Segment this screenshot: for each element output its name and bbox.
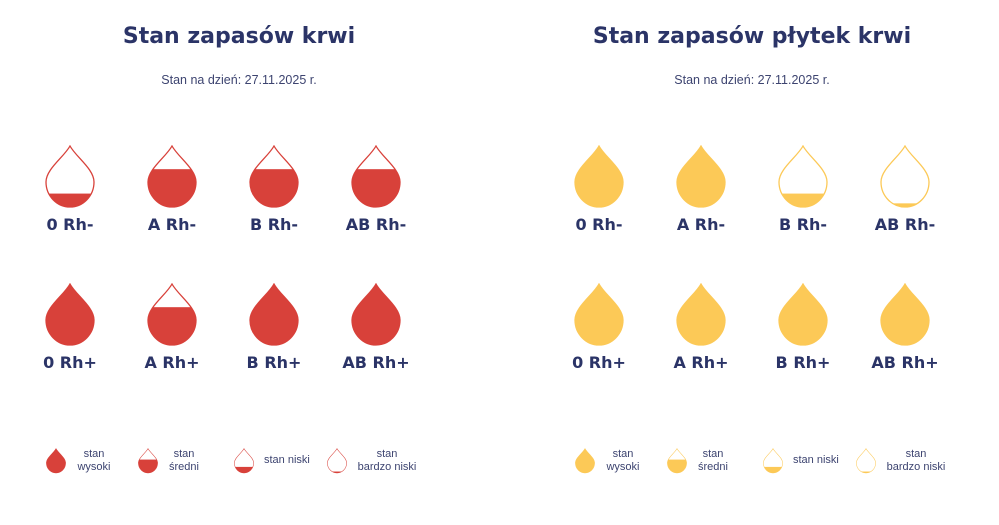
drop-icon xyxy=(855,283,955,347)
legend-line1: stan niski xyxy=(264,454,310,466)
legend-line1: stan xyxy=(702,448,724,460)
platelet-group-0-rh-neg: 0 Rh- xyxy=(549,145,649,234)
drop-icon xyxy=(224,283,324,347)
drop-icon xyxy=(20,283,120,347)
drop-icon xyxy=(20,145,120,209)
legend-line2: średni xyxy=(169,461,199,473)
platelet-group-a-rh-pos: A Rh+ xyxy=(651,283,751,372)
group-label: A Rh+ xyxy=(144,353,200,372)
rh-positive-row: 0 Rh+ A Rh+ B Rh+ AB Rh+ xyxy=(4,283,474,403)
stock-date: Stan na dzień: 27.11.2025 r. xyxy=(674,73,830,87)
blood-group-b-rh-neg: B Rh- xyxy=(224,145,324,234)
group-label: B Rh- xyxy=(778,215,828,234)
group-label: 0 Rh+ xyxy=(572,353,626,372)
legend-line2: wysoki xyxy=(77,461,111,473)
platelet-group-0-rh-pos: 0 Rh+ xyxy=(549,283,649,372)
drop-icon xyxy=(753,283,853,347)
legend-line1: stan xyxy=(905,448,927,460)
blood-group-0-rh-neg: 0 Rh- xyxy=(20,145,120,234)
group-label: B Rh+ xyxy=(246,353,302,372)
legend-line1: stan niski xyxy=(793,454,839,466)
drop-icon xyxy=(651,145,751,209)
group-label: B Rh- xyxy=(249,215,299,234)
group-label: A Rh- xyxy=(147,215,197,234)
platelet-stock-panel: Stan zapasów płytek krwi Stan na dzień: … xyxy=(517,0,987,525)
drop-icon xyxy=(326,145,426,209)
platelet-group-ab-rh-pos: AB Rh+ xyxy=(855,283,955,372)
drop-icon xyxy=(651,283,751,347)
platelet-group-ab-rh-neg: AB Rh- xyxy=(855,145,955,234)
drop-icon xyxy=(326,283,426,347)
legend-line1: stan xyxy=(376,448,398,460)
stock-legend: stan wysoki stan średni stan niski stan bar… xyxy=(4,446,474,480)
platelet-group-b-rh-pos: B Rh+ xyxy=(753,283,853,372)
group-label: AB Rh+ xyxy=(871,353,939,372)
rh-positive-row: 0 Rh+ A Rh+ B Rh+ AB Rh+ xyxy=(517,283,987,403)
rh-negative-row: 0 Rh- A Rh- B Rh- AB Rh- xyxy=(517,145,987,265)
panel-title: Stan zapasów krwi xyxy=(122,24,356,49)
group-label: A Rh+ xyxy=(673,353,729,372)
blood-group-0-rh-pos: 0 Rh+ xyxy=(20,283,120,372)
drop-icon xyxy=(753,145,853,209)
group-label: AB Rh- xyxy=(345,215,407,234)
legend-line1: stan xyxy=(173,448,195,460)
rh-negative-row: 0 Rh- A Rh- B Rh- AB Rh- xyxy=(4,145,474,265)
platelet-group-a-rh-neg: A Rh- xyxy=(651,145,751,234)
panel-title: Stan zapasów płytek krwi xyxy=(592,24,912,49)
group-label: AB Rh- xyxy=(874,215,936,234)
legend-line2: średni xyxy=(698,461,728,473)
group-label: 0 Rh- xyxy=(46,215,94,234)
group-label: A Rh- xyxy=(676,215,726,234)
blood-group-a-rh-pos: A Rh+ xyxy=(122,283,222,372)
legend-line1: stan xyxy=(83,448,105,460)
legend-line1: stan xyxy=(612,448,634,460)
blood-group-ab-rh-neg: AB Rh- xyxy=(326,145,426,234)
platelet-group-b-rh-neg: B Rh- xyxy=(753,145,853,234)
stock-legend: stan wysoki stan średni stan niski stan bar… xyxy=(517,446,987,480)
group-label: 0 Rh+ xyxy=(43,353,97,372)
blood-group-b-rh-pos: B Rh+ xyxy=(224,283,324,372)
group-label: 0 Rh- xyxy=(575,215,623,234)
group-label: B Rh+ xyxy=(775,353,831,372)
legend-line2: wysoki xyxy=(606,461,640,473)
group-label: AB Rh+ xyxy=(342,353,410,372)
legend-line2: bardzo niski xyxy=(357,461,417,473)
drop-icon xyxy=(855,145,955,209)
stock-date: Stan na dzień: 27.11.2025 r. xyxy=(161,73,317,87)
drop-icon xyxy=(224,145,324,209)
drop-icon xyxy=(549,145,649,209)
blood-stock-panel: Stan zapasów krwi Stan na dzień: 27.11.2… xyxy=(4,0,474,525)
legend-line2: bardzo niski xyxy=(886,461,946,473)
blood-group-ab-rh-pos: AB Rh+ xyxy=(326,283,426,372)
blood-group-a-rh-neg: A Rh- xyxy=(122,145,222,234)
drop-icon xyxy=(122,145,222,209)
drop-icon xyxy=(549,283,649,347)
drop-icon xyxy=(122,283,222,347)
